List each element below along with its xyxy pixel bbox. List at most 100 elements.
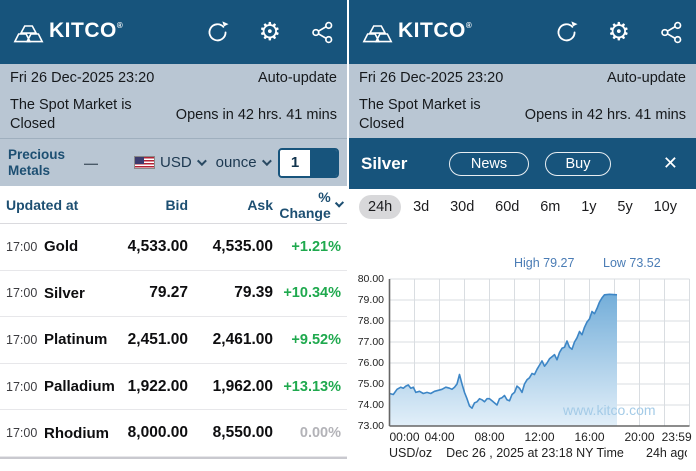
metal-title-bar: Silver News Buy ✕ bbox=[349, 138, 696, 189]
row-change: 0.00% bbox=[299, 425, 341, 442]
row-time: 17:00 bbox=[6, 332, 38, 347]
col-updated-at: Updated at bbox=[6, 196, 79, 213]
silver-chart-svg bbox=[388, 278, 690, 427]
opens-in-text: Opens in 42 hrs. 41 mins bbox=[524, 106, 686, 123]
market-closed-text: The Spot Market is Closed bbox=[10, 96, 132, 132]
news-button[interactable]: News bbox=[449, 151, 529, 176]
silver-chart-area: High 79.27 Low 73.52 80.00 79.00 78.00 77.0… bbox=[349, 225, 696, 471]
x-tick-label: 12:00 bbox=[524, 430, 555, 444]
auto-update-label[interactable]: Auto-update bbox=[257, 69, 337, 86]
tab-6m[interactable]: 6m bbox=[540, 199, 561, 215]
x-tick-label: 23:59 bbox=[661, 430, 692, 444]
gold-bars-icon bbox=[362, 25, 393, 43]
y-tick-label: 77.00 bbox=[357, 336, 384, 348]
datetime-text: Fri 26 Dec-2025 23:20 bbox=[10, 69, 155, 86]
auto-update-label[interactable]: Auto-update bbox=[606, 69, 686, 86]
row-ask: 1,962.00 bbox=[212, 377, 273, 395]
refresh-icon[interactable] bbox=[205, 20, 229, 44]
tab-10y[interactable]: 10y bbox=[653, 199, 677, 215]
status-bar-market: The Spot Market is Closed Opens in 42 hr… bbox=[0, 91, 347, 138]
chart-high-label: High 79.27 bbox=[514, 256, 575, 270]
row-change: +1.21% bbox=[291, 238, 341, 255]
table-row[interactable]: 17:00 Silver 79.27 79.39 +10.34% bbox=[0, 271, 347, 318]
chevron-down-icon bbox=[334, 198, 344, 208]
opens-in-text: Opens in 42 hrs. 41 mins bbox=[175, 106, 337, 123]
registered-mark: ® bbox=[116, 21, 124, 30]
unit-dropdown[interactable]: ounce bbox=[215, 154, 272, 171]
registered-mark: ® bbox=[465, 21, 473, 30]
kitco-logo: KITCO® bbox=[13, 19, 205, 45]
x-tick-label: 04:00 bbox=[424, 430, 455, 444]
row-ask: 79.39 bbox=[234, 284, 273, 302]
tab-60d[interactable]: 60d bbox=[495, 199, 520, 215]
kitco-logo: KITCO® bbox=[362, 19, 554, 45]
metal-title: Silver bbox=[361, 153, 408, 173]
unit-value: ounce bbox=[215, 154, 257, 171]
currency-dropdown[interactable]: USD bbox=[160, 154, 207, 171]
row-change: +10.34% bbox=[283, 285, 341, 302]
x-tick-label: 00:00 bbox=[389, 430, 420, 444]
collapse-control[interactable]: — bbox=[84, 154, 98, 171]
row-change: +13.13% bbox=[283, 378, 341, 395]
settings-gear-icon[interactable]: ⚙ bbox=[258, 17, 281, 46]
y-tick-label: 73.00 bbox=[357, 420, 384, 432]
refresh-icon[interactable] bbox=[554, 20, 578, 44]
stepper-knob[interactable] bbox=[310, 149, 337, 176]
x-tick-label: 20:00 bbox=[624, 430, 655, 444]
status-bar-market: The Spot Market is Closed Opens in 42 hr… bbox=[349, 91, 696, 138]
chevron-down-icon bbox=[196, 156, 207, 167]
spot-market-panel: KITCO® ⚙ Fri 26 Dec-2025 23:20 Auto-upda… bbox=[0, 0, 347, 471]
row-metal-name: Silver bbox=[44, 284, 85, 302]
tab-5y[interactable]: 5y bbox=[617, 199, 633, 215]
row-time: 17:00 bbox=[6, 426, 38, 441]
datetime-text: Fri 26 Dec-2025 23:20 bbox=[359, 69, 504, 86]
col-bid[interactable]: Bid bbox=[165, 196, 188, 213]
brand-text: KITCO® bbox=[398, 19, 473, 42]
gold-bars-icon bbox=[13, 25, 44, 43]
silver-detail-panel: KITCO® ⚙ Fri 26 Dec-2025 23:20 Auto-upda… bbox=[349, 0, 696, 471]
market-closed-text: The Spot Market is Closed bbox=[359, 96, 481, 132]
chart-range-label: 24h ago bbox=[646, 446, 687, 460]
currency-value: USD bbox=[160, 154, 192, 171]
y-tick-label: 74.00 bbox=[357, 399, 384, 411]
y-tick-label: 76.00 bbox=[357, 357, 384, 369]
chevron-down-icon bbox=[261, 156, 272, 167]
row-time: 17:00 bbox=[6, 379, 38, 394]
row-ask: 8,550.00 bbox=[212, 424, 273, 442]
table-row[interactable]: 17:00 Gold 4,533.00 4,535.00 +1.21% bbox=[0, 224, 347, 271]
close-icon[interactable]: ✕ bbox=[662, 153, 678, 173]
row-bid: 79.27 bbox=[149, 284, 188, 302]
row-metal-name: Gold bbox=[44, 238, 79, 256]
row-bid: 4,533.00 bbox=[127, 237, 188, 255]
timeframe-tabs: 24h 3d 30d 60d 6m 1y 5y 10y bbox=[349, 189, 696, 225]
buy-button[interactable]: Buy bbox=[545, 151, 611, 176]
table-row[interactable]: 17:00 Palladium 1,922.00 1,962.00 +13.13% bbox=[0, 364, 347, 411]
row-time: 17:00 bbox=[6, 239, 38, 254]
chart-footer: USD/oz Dec 26 , 2025 at 23:18 NY Time 24… bbox=[349, 446, 696, 462]
x-tick-label: 08:00 bbox=[474, 430, 505, 444]
tab-30d[interactable]: 30d bbox=[450, 199, 475, 215]
y-tick-label: 79.00 bbox=[357, 294, 384, 306]
chart-timestamp: Dec 26 , 2025 at 23:18 NY Time bbox=[446, 446, 624, 460]
share-icon[interactable] bbox=[660, 21, 683, 44]
settings-gear-icon[interactable]: ⚙ bbox=[607, 17, 630, 46]
col-percent-change[interactable]: % Change bbox=[273, 189, 344, 221]
brand-text: KITCO® bbox=[49, 19, 124, 42]
chart-unit-label: USD/oz bbox=[389, 446, 433, 460]
quantity-stepper[interactable]: 1 bbox=[278, 147, 339, 178]
row-bid: 1,922.00 bbox=[127, 377, 188, 395]
table-row[interactable]: 17:00 Rhodium 8,000.00 8,550.00 0.00% bbox=[0, 410, 347, 457]
col-ask[interactable]: Ask bbox=[247, 196, 273, 213]
row-bid: 2,451.00 bbox=[127, 330, 188, 348]
table-row[interactable]: 17:00 Platinum 2,451.00 2,461.00 +9.52% bbox=[0, 317, 347, 364]
row-bid: 8,000.00 bbox=[127, 424, 188, 442]
y-tick-label: 78.00 bbox=[357, 315, 384, 327]
tab-24h[interactable]: 24h bbox=[359, 195, 402, 219]
row-metal-name: Rhodium bbox=[44, 424, 109, 442]
tab-1y[interactable]: 1y bbox=[581, 199, 597, 215]
tab-3d[interactable]: 3d bbox=[413, 199, 430, 215]
share-icon[interactable] bbox=[311, 21, 334, 44]
y-tick-label: 75.00 bbox=[357, 378, 384, 390]
kitco-watermark: www.kitco.com bbox=[563, 402, 656, 418]
